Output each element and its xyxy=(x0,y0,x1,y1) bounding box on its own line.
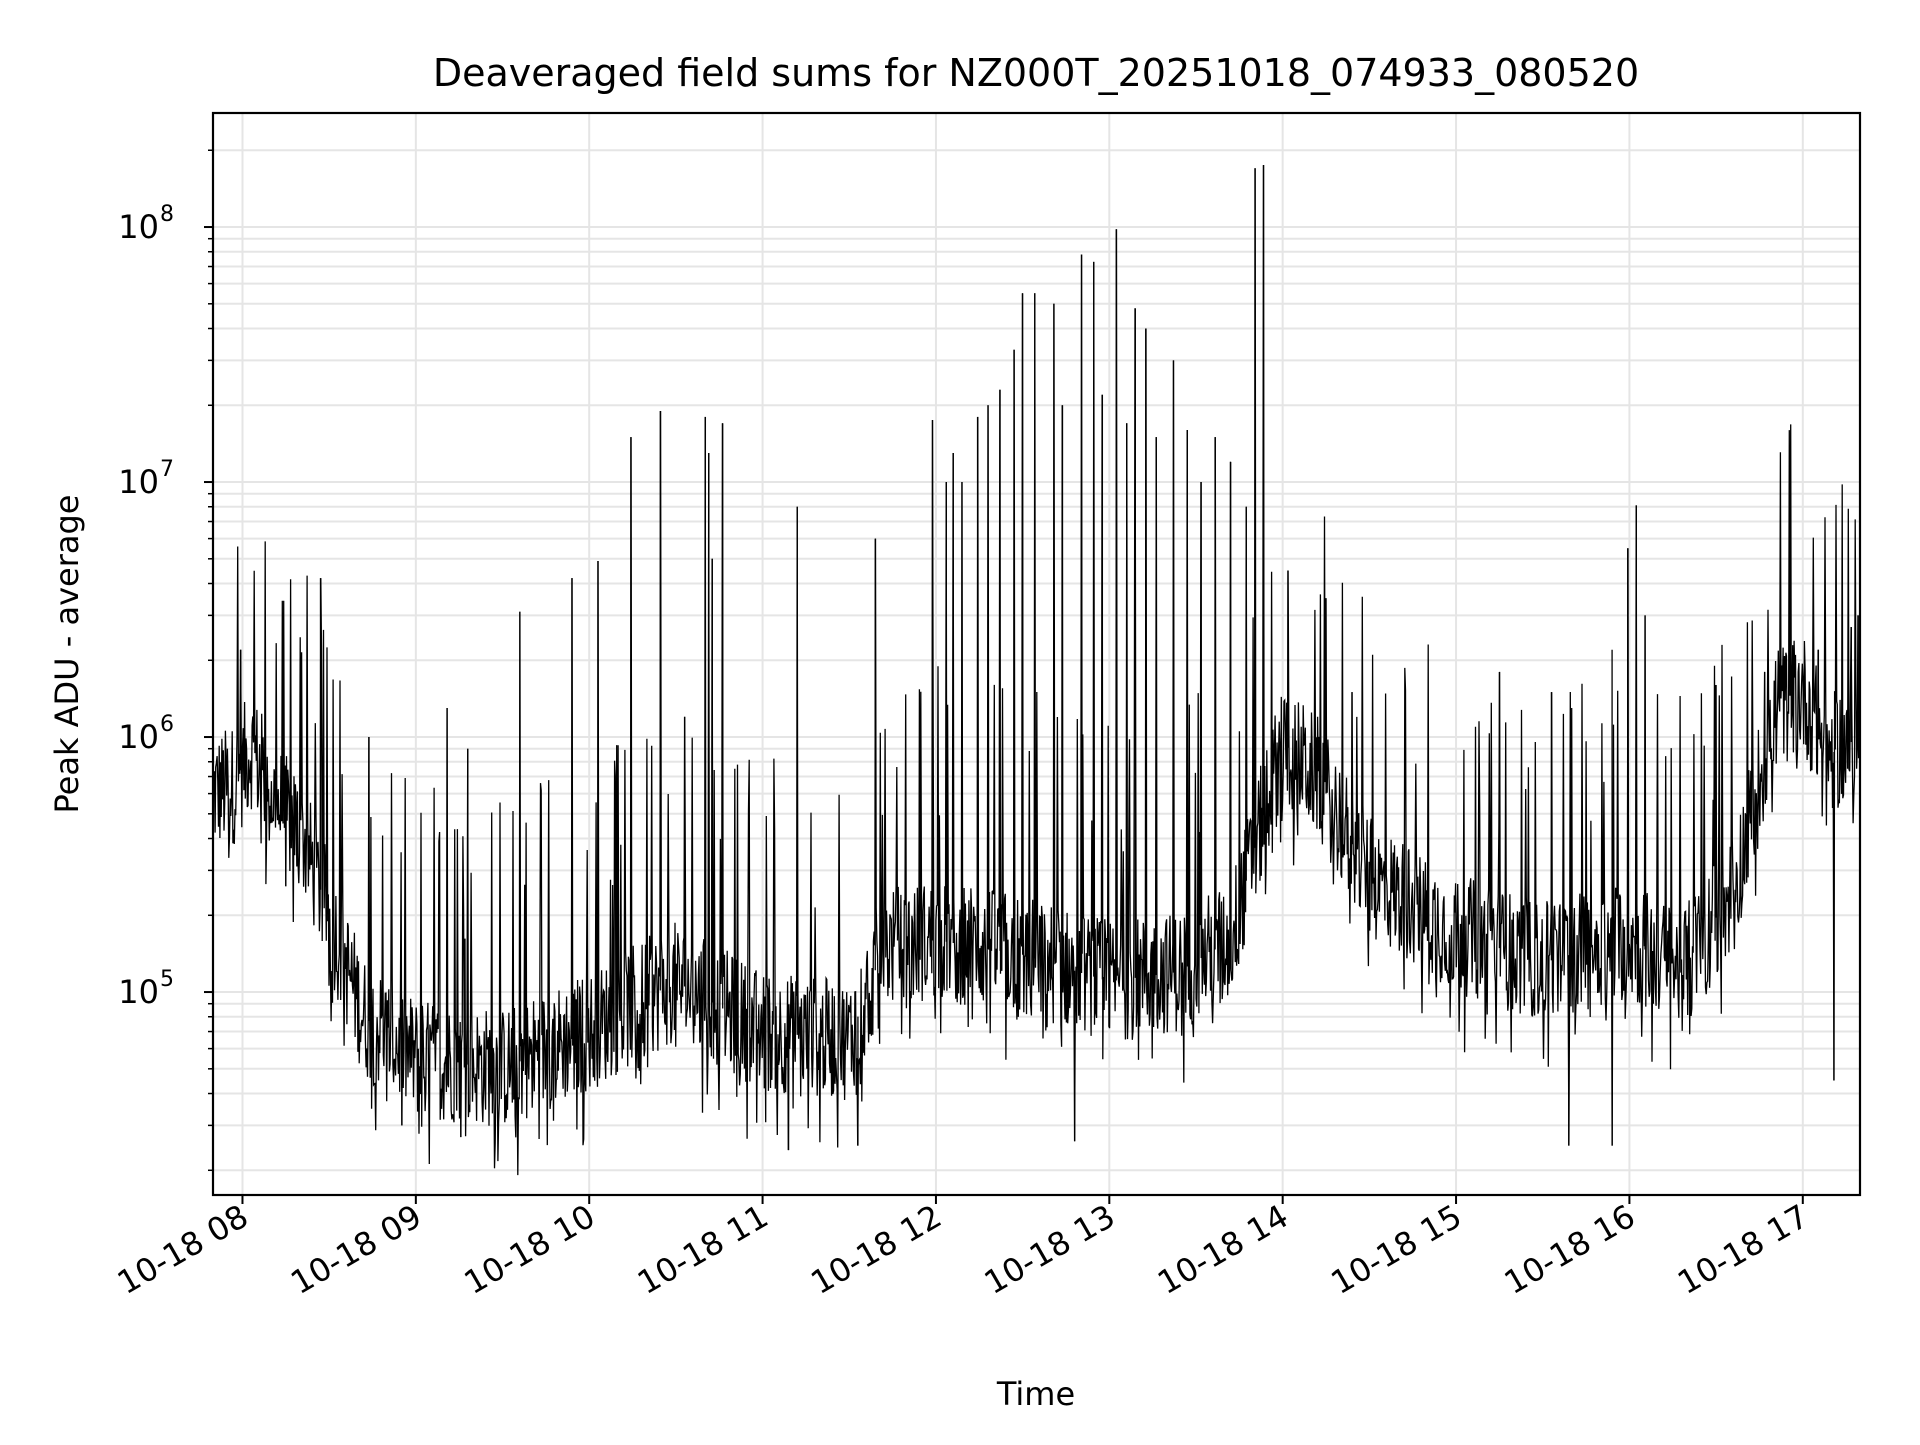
y-tick-label-exponent: 6 xyxy=(160,712,174,737)
y-tick-label: 10 xyxy=(118,208,159,246)
series-line xyxy=(212,165,1861,1176)
y-tick-label-exponent: 5 xyxy=(160,967,174,992)
y-tick-label: 10 xyxy=(118,718,159,756)
y-tick-label: 10 xyxy=(118,973,159,1011)
data-layer xyxy=(212,165,1861,1176)
y-tick-label-exponent: 8 xyxy=(160,202,174,227)
y-tick-label: 10 xyxy=(118,463,159,501)
chart-title: Deaveraged field sums for NZ000T_2025101… xyxy=(433,51,1639,95)
y-axis-label: Peak ADU - average xyxy=(48,495,86,814)
x-axis-label: Time xyxy=(996,1375,1075,1413)
plot-frame xyxy=(211,111,1862,1197)
y-tick-label-exponent: 7 xyxy=(160,457,174,482)
